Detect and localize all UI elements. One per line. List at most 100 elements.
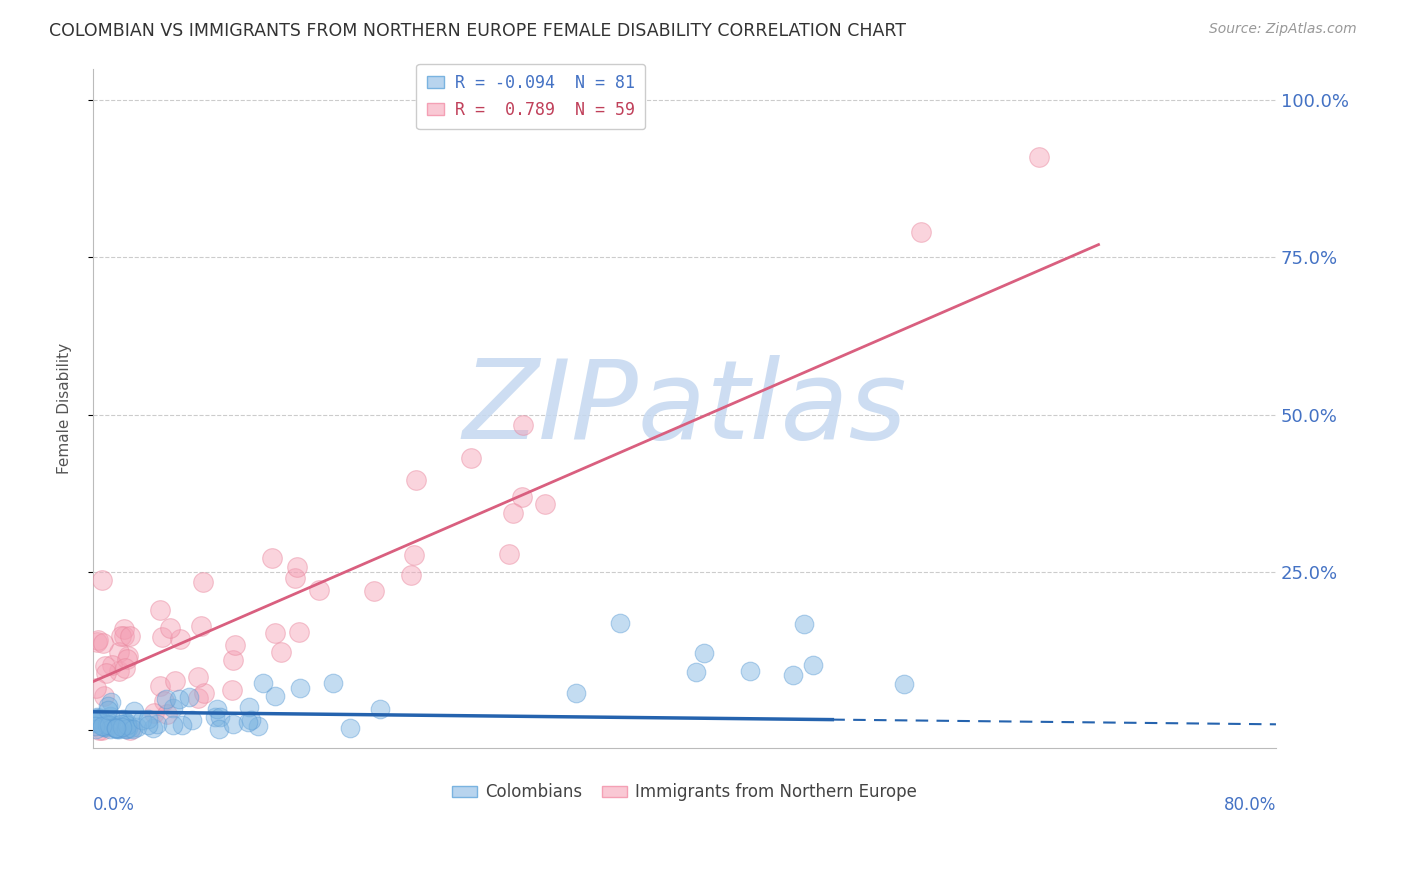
Y-axis label: Female Disability: Female Disability [58,343,72,474]
Point [93,720,115,734]
Point [169,632,191,646]
Point [498,547,520,561]
Point [167,691,190,706]
Point [93,721,115,735]
Point [512,418,534,433]
Point [222,716,245,731]
Point [94,666,117,681]
Point [103,719,125,733]
Point [86,722,108,736]
Text: Source: ZipAtlas.com: Source: ZipAtlas.com [1209,22,1357,37]
Point [153,693,176,707]
Point [118,723,141,737]
Point [285,560,308,574]
Point [155,691,177,706]
Point [86,635,108,649]
Point [284,570,307,584]
Point [193,686,215,700]
Point [93,719,115,733]
Point [121,722,143,736]
Point [115,652,138,666]
Point [115,722,138,736]
Point [93,690,115,704]
Point [98,718,121,732]
Point [322,676,344,690]
Point [910,225,932,239]
Point [204,710,226,724]
Point [179,690,201,705]
Point [363,584,385,599]
Point [143,706,166,721]
Point [693,646,716,660]
Point [86,710,108,724]
Point [155,707,177,722]
Point [222,653,245,667]
Point [150,630,173,644]
Point [263,625,285,640]
Point [136,712,159,726]
Text: COLOMBIAN VS IMMIGRANTS FROM NORTHERN EUROPE FEMALE DISABILITY CORRELATION CHART: COLOMBIAN VS IMMIGRANTS FROM NORTHERN EU… [49,22,907,40]
Text: ZIPatlas: ZIPatlas [463,355,907,462]
Point [207,702,229,716]
Text: 0.0%: 0.0% [93,796,135,814]
Point [111,712,134,726]
Point [163,674,186,689]
Legend: Colombians, Immigrants from Northern Europe: Colombians, Immigrants from Northern Eur… [444,777,924,808]
Point [149,602,172,616]
Point [91,719,114,733]
Point [100,723,122,737]
Point [122,704,145,718]
Point [107,722,129,736]
Point [97,698,120,713]
Point [162,700,184,714]
Point [91,573,114,587]
Point [108,664,131,678]
Point [86,711,108,725]
Point [187,690,209,705]
Point [96,718,118,732]
Point [105,721,128,735]
Point [159,621,181,635]
Point [247,719,270,733]
Point [105,721,128,735]
Point [399,568,422,582]
Point [117,721,139,735]
Text: 80.0%: 80.0% [1223,796,1277,814]
Point [252,676,274,690]
Point [405,473,427,487]
Point [87,723,110,737]
Point [86,712,108,726]
Point [1028,150,1050,164]
Point [260,551,283,566]
Point [107,722,129,736]
Point [117,715,139,730]
Point [239,713,262,727]
Point [238,700,260,714]
Point [91,723,114,737]
Point [288,681,311,696]
Point [502,506,524,520]
Point [460,451,482,466]
Point [93,716,115,731]
Point [145,716,167,731]
Point [91,635,114,649]
Point [510,491,533,505]
Point [87,632,110,647]
Point [98,708,121,723]
Point [142,721,165,735]
Point [270,645,292,659]
Point [114,716,136,731]
Point [172,718,194,732]
Point [181,713,204,727]
Point [793,617,815,632]
Point [94,658,117,673]
Point [114,722,136,736]
Point [221,683,243,698]
Point [308,583,330,598]
Point [264,689,287,703]
Point [114,661,136,675]
Point [893,677,915,691]
Point [107,723,129,737]
Point [609,615,631,630]
Point [117,648,139,663]
